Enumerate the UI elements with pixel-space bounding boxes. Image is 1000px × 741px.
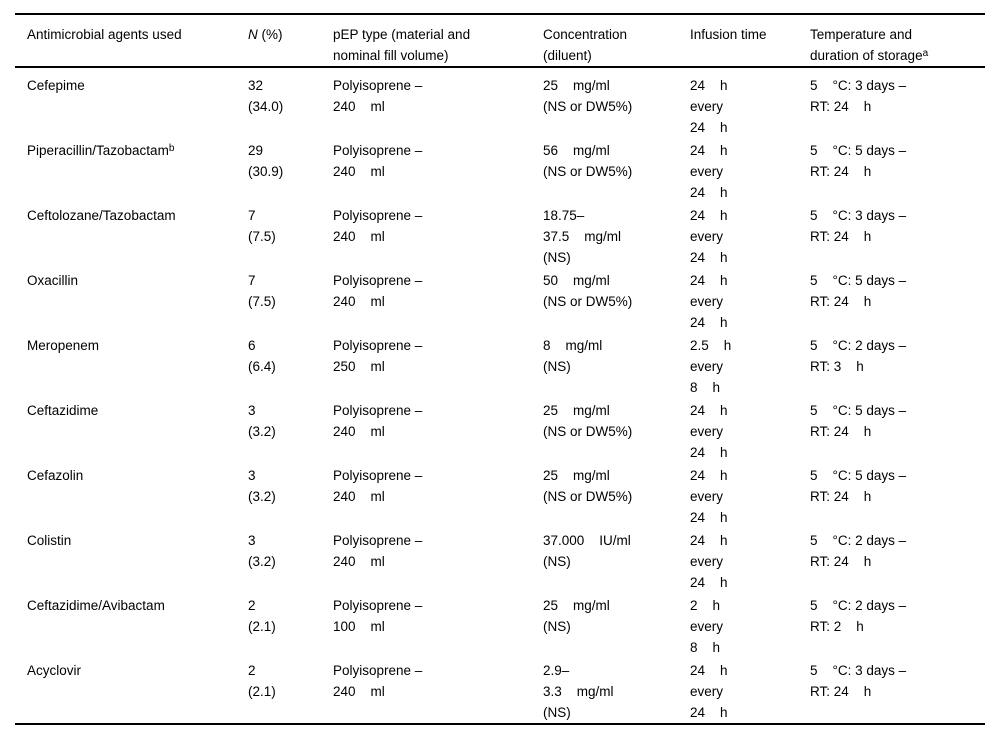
cell-infusion: 24 h every 24 h [690,663,728,720]
cell-infusion: 2 h every 8 h [690,598,724,655]
cell-conc: 25 mg/ml (NS or DW5%) [543,403,633,439]
table-row: Piperacillin/Tazobactamb 29 (30.9) Polyiso… [15,138,985,203]
cell-storage: 5 °C: 5 days – RT: 24 h [810,403,907,439]
cell-conc: 37.000 IU/ml (NS) [543,533,631,569]
cell-pep: Polyisoprene – 240 ml [333,208,423,244]
cell-storage: 5 °C: 3 days – RT: 24 h [810,208,907,244]
cell-agent: Cefazolin [15,463,248,528]
cell-agent: Acyclovir [15,658,248,724]
agent-name: Ceftolozane/Tazobactam [27,208,176,223]
cell-conc: 8 mg/ml (NS) [543,338,603,374]
cell-infusion: 24 h every 24 h [690,468,728,525]
cell-n: 6 (6.4) [248,338,276,374]
agent-name: Ceftazidime/Avibactam [27,598,165,613]
cell-infusion: 24 h every 24 h [690,273,728,330]
cell-n: 2 (2.1) [248,598,276,634]
cell-storage: 5 °C: 3 days – RT: 24 h [810,663,907,699]
cell-agent: Oxacillin [15,268,248,333]
cell-pep: Polyisoprene – 100 ml [333,598,423,634]
table-row: Colistin 3 (3.2) Polyisoprene – 240 ml 37.0… [15,528,985,593]
cell-agent: Ceftolozane/Tazobactam [15,203,248,268]
cell-storage: 5 °C: 2 days – RT: 2 h [810,598,907,634]
cell-n: 7 (7.5) [248,273,276,309]
cell-agent: Ceftazidime [15,398,248,463]
antimicrobial-agents-table: Antimicrobial agents used N (%) pEP type… [15,13,985,725]
cell-pep: Polyisoprene – 240 ml [333,533,423,569]
cell-n: 7 (7.5) [248,208,276,244]
table-row: Cefazolin 3 (3.2) Polyisoprene – 240 ml 25 … [15,463,985,528]
cell-n: 32 (34.0) [248,78,284,114]
table-row: Meropenem 6 (6.4) Polyisoprene – 250 ml 8 m… [15,333,985,398]
cell-infusion: 24 h every 24 h [690,533,728,590]
table-row: Acyclovir 2 (2.1) Polyisoprene – 240 ml 2.9… [15,658,985,724]
cell-conc: 25 mg/ml (NS or DW5%) [543,468,633,504]
cell-agent: Colistin [15,528,248,593]
cell-infusion: 24 h every 24 h [690,143,728,200]
agent-name: Oxacillin [27,273,79,288]
cell-infusion: 24 h every 24 h [690,208,728,265]
cell-storage: 5 °C: 2 days – RT: 24 h [810,533,907,569]
cell-infusion: 2.5 h every 8 h [690,338,732,395]
cell-pep: Polyisoprene – 240 ml [333,663,423,699]
table-row: Cefepime 32 (34.0) Polyisoprene – 240 ml 25… [15,67,985,138]
cell-pep: Polyisoprene – 240 ml [333,468,423,504]
header-n-percent: N (%) [248,14,333,68]
cell-pep: Polyisoprene – 240 ml [333,403,423,439]
cell-n: 3 (3.2) [248,533,276,569]
agent-name: Piperacillin/Tazobactam [27,143,169,158]
cell-n: 29 (30.9) [248,143,284,179]
cell-storage: 5 °C: 3 days – RT: 24 h [810,78,907,114]
cell-n: 2 (2.1) [248,663,276,699]
table-row: Ceftazidime 3 (3.2) Polyisoprene – 240 ml 2… [15,398,985,463]
cell-infusion: 24 h every 24 h [690,78,728,135]
header-pep-type: pEP type (material and nominal fill volu… [333,14,543,68]
header-antimicrobial-agents: Antimicrobial agents used [15,14,248,68]
cell-storage: 5 °C: 2 days – RT: 3 h [810,338,907,374]
header-storage: Temperature and duration of storagea [810,14,985,68]
agent-name: Ceftazidime [27,403,99,418]
cell-pep: Polyisoprene – 240 ml [333,273,423,309]
header-concentration: Concentration (diluent) [543,14,690,68]
cell-conc: 2.9– 3.3 mg/ml (NS) [543,663,614,720]
cell-storage: 5 °C: 5 days – RT: 24 h [810,143,907,179]
header-storage-footnote-marker: a [922,48,929,59]
agent-name: Meropenem [27,338,100,353]
header-infusion-time: Infusion time [690,14,810,68]
agent-footnote-marker: b [168,143,175,154]
agent-name: Acyclovir [27,663,82,678]
table-header: Antimicrobial agents used N (%) pEP type… [15,14,985,68]
header-n-percent-suffix: (%) [257,27,283,42]
cell-conc: 56 mg/ml (NS or DW5%) [543,143,633,179]
cell-conc: 25 mg/ml (NS) [543,598,610,634]
agent-name: Cefazolin [27,468,84,483]
header-n-symbol: N [248,27,258,42]
cell-conc: 18.75– 37.5 mg/ml (NS) [543,208,622,265]
cell-pep: Polyisoprene – 250 ml [333,338,423,374]
cell-agent: Cefepime [15,67,248,138]
cell-pep: Polyisoprene – 240 ml [333,143,423,179]
cell-agent: Piperacillin/Tazobactamb [15,138,248,203]
cell-n: 3 (3.2) [248,468,276,504]
cell-infusion: 24 h every 24 h [690,403,728,460]
cell-storage: 5 °C: 5 days – RT: 24 h [810,468,907,504]
table-row: Ceftolozane/Tazobactam 7 (7.5) Polyisopren… [15,203,985,268]
cell-agent: Meropenem [15,333,248,398]
header-storage-text: Temperature and duration of storage [810,27,923,63]
cell-storage: 5 °C: 5 days – RT: 24 h [810,273,907,309]
cell-conc: 50 mg/ml (NS or DW5%) [543,273,633,309]
table-row: Oxacillin 7 (7.5) Polyisoprene – 240 ml 50 … [15,268,985,333]
table-row: Ceftazidime/Avibactam 2 (2.1) Polyisoprene… [15,593,985,658]
header-row: Antimicrobial agents used N (%) pEP type… [15,14,985,68]
agent-name: Colistin [27,533,72,548]
cell-agent: Ceftazidime/Avibactam [15,593,248,658]
cell-n: 3 (3.2) [248,403,276,439]
agent-name: Cefepime [27,78,85,93]
cell-pep: Polyisoprene – 240 ml [333,78,423,114]
cell-conc: 25 mg/ml (NS or DW5%) [543,78,633,114]
table-body: Cefepime 32 (34.0) Polyisoprene – 240 ml 25… [15,67,985,724]
